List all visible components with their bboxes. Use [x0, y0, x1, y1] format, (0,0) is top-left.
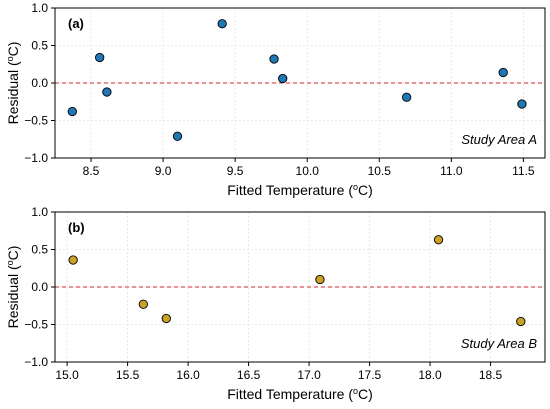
data-point — [433, 235, 444, 245]
study-area-label: Study Area B — [461, 336, 537, 351]
x-tick-label: 15.5 — [116, 368, 140, 382]
data-point — [401, 92, 412, 102]
y-axis-label-unit: C) — [5, 246, 21, 261]
y-tick-label: 0.5 — [31, 243, 48, 257]
y-tick-label: −1.0 — [24, 355, 48, 369]
y-axis-label-degree: o — [5, 56, 15, 61]
x-tick-label: 9.5 — [227, 164, 244, 178]
x-axis-label: Fitted Temperature (oC) — [227, 182, 373, 198]
panel-b: 15.0 15.5 16.0 16.5 17.0 17.5 18.0 18.5 −1.0 −0.5… — [5, 205, 546, 402]
data-point — [269, 54, 279, 64]
x-tick-label: 18.0 — [418, 368, 442, 382]
data-point — [161, 313, 171, 324]
data-point — [95, 52, 105, 63]
panel-a: 8.5 9.0 9.5 10.0 10.5 11.0 11.5 −1.0 −0.5 0.0 0.5 1… — [5, 1, 546, 198]
x-tick-label: 15.0 — [55, 368, 79, 382]
x-tick-label: 11.0 — [440, 164, 463, 178]
y-axis-label-unit: C) — [5, 42, 21, 57]
y-tick-label: −0.5 — [24, 114, 48, 128]
x-tick-label: 17.0 — [297, 368, 321, 382]
x-tick-label: 8.5 — [83, 164, 100, 178]
data-point — [517, 99, 527, 109]
data-point — [102, 87, 112, 97]
data-point — [217, 19, 227, 29]
x-axis-label-main: Fitted Temperature ( — [227, 182, 353, 198]
x-axis-label-main: Fitted Temperature ( — [227, 386, 353, 402]
y-axis-label: Residual (oC) — [5, 246, 21, 329]
x-tick-label: 10.0 — [296, 164, 320, 178]
study-area-label: Study Area A — [461, 132, 537, 147]
data-point — [67, 106, 77, 117]
x-axis-label-unit: C) — [358, 182, 373, 198]
x-tick-label: 18.5 — [479, 368, 503, 382]
data-point — [138, 299, 148, 309]
y-axis-label-main: Residual ( — [5, 61, 21, 124]
y-axis-label: Residual (oC) — [5, 42, 21, 125]
y-tick-label: 1.0 — [31, 205, 48, 219]
y-tick-label: 0.0 — [31, 76, 48, 90]
data-point — [498, 67, 508, 78]
y-tick-label: −0.5 — [24, 318, 48, 332]
y-tick-label: −1.0 — [24, 151, 48, 165]
panel-label: (b) — [68, 220, 85, 235]
y-tick-label: 0.5 — [31, 39, 48, 53]
x-tick-label: 16.0 — [176, 368, 200, 382]
data-point — [278, 73, 288, 84]
x-tick-label: 16.5 — [237, 368, 261, 382]
y-tick-label: 1.0 — [31, 1, 48, 15]
x-tick-label: 17.5 — [358, 368, 382, 382]
x-axis-label: Fitted Temperature (oC) — [227, 386, 373, 402]
data-point — [516, 316, 526, 327]
panel-label: (a) — [68, 16, 84, 31]
x-tick-label: 9.0 — [155, 164, 172, 178]
data-point — [315, 274, 325, 285]
x-tick-label: 11.5 — [512, 164, 535, 178]
x-axis-label-degree: o — [353, 182, 358, 192]
x-tick-label: 10.5 — [368, 164, 392, 178]
y-axis-label-degree: o — [5, 260, 15, 265]
x-axis-label-unit: C) — [358, 386, 373, 402]
data-point — [172, 131, 183, 141]
data-point — [68, 255, 78, 265]
x-axis-label-degree: o — [353, 386, 358, 396]
y-tick-label: 0.0 — [31, 280, 48, 294]
y-axis-label-main: Residual ( — [5, 265, 21, 328]
